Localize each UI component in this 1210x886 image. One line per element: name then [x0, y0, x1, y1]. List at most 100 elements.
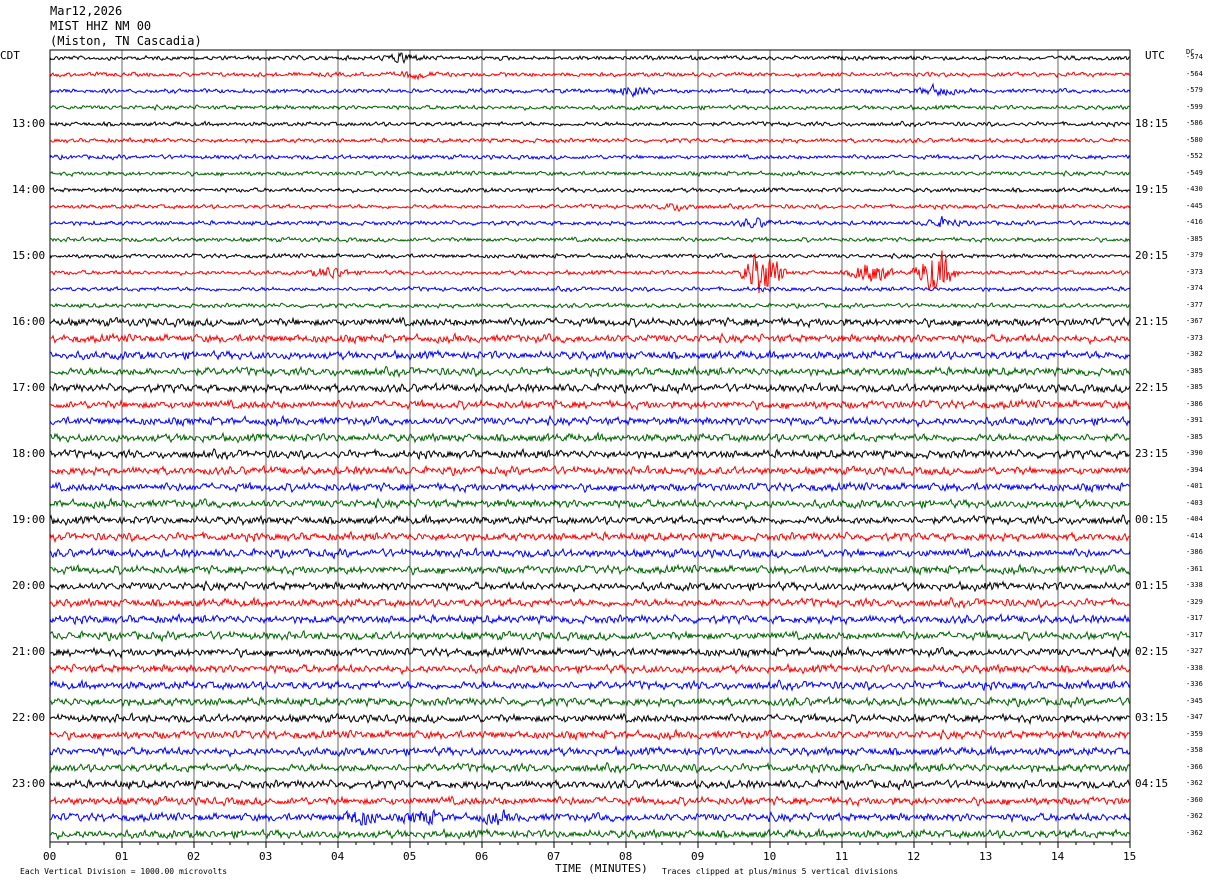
left-time-label: 17:00	[12, 381, 46, 395]
x-tick-label: 08	[619, 850, 633, 863]
trace-line	[49, 236, 1131, 244]
trace-line	[49, 662, 1131, 676]
x-tick-label: 06	[475, 850, 489, 863]
dc-offset-label: -358	[1186, 746, 1203, 755]
left-time-label: 21:00	[12, 645, 46, 659]
left-time-label: 18:00	[12, 447, 46, 461]
left-time-label: 16:00	[12, 315, 46, 329]
date-label: Mar12,2026	[50, 4, 123, 18]
trace-line	[49, 398, 1131, 412]
trace-line	[49, 808, 1131, 827]
trace-line	[49, 795, 1131, 808]
trace-line	[49, 103, 1130, 112]
trace-line	[49, 82, 1131, 98]
trace-line	[49, 497, 1131, 511]
x-tick-label: 11	[835, 850, 849, 863]
dc-offset-label: -403	[1186, 498, 1203, 507]
right-time-label: 01:15	[1135, 579, 1169, 593]
dc-offset-label: -345	[1186, 696, 1203, 705]
location-label: (Miston, TN Cascadia)	[50, 34, 202, 48]
dc-offset-label: -385	[1186, 366, 1203, 375]
trace-line	[49, 51, 1131, 65]
right-time-label: 20:15	[1135, 249, 1169, 263]
trace-line	[49, 120, 1131, 128]
right-time-label: 19:15	[1135, 183, 1169, 197]
station-label: MIST HHZ NM 00	[50, 19, 152, 33]
trace-line	[50, 332, 1131, 346]
dc-offset-label: -401	[1186, 482, 1203, 491]
dc-offset-label: -385	[1186, 383, 1203, 392]
trace-line	[49, 761, 1131, 775]
dc-offset-label: -445	[1186, 201, 1203, 210]
trace-line	[49, 695, 1131, 709]
right-time-label: 22:15	[1135, 381, 1169, 395]
trace-line	[49, 547, 1131, 560]
trace-line	[49, 712, 1131, 726]
x-tick-label: 03	[259, 850, 273, 863]
trace-line	[49, 563, 1131, 577]
x-tick-label: 14	[1051, 850, 1065, 863]
x-tick-label: 00	[43, 850, 57, 863]
right-time-label: 23:15	[1135, 447, 1169, 461]
dc-offset-label: -549	[1186, 168, 1203, 177]
trace-line	[49, 382, 1131, 395]
trace-line	[49, 678, 1131, 692]
dc-offset-label: -404	[1186, 515, 1203, 524]
left-time-label: 23:00	[12, 777, 46, 791]
trace-line	[49, 70, 1131, 81]
trace-line	[49, 645, 1131, 659]
right-time-label: 00:15	[1135, 513, 1169, 527]
left-time-label: 22:00	[12, 711, 46, 725]
x-tick-label: 12	[907, 850, 921, 863]
trace-line	[49, 202, 1131, 213]
dc-offset-label: -327	[1186, 647, 1203, 656]
dc-offset-label: -379	[1186, 251, 1203, 260]
right-time-label: 03:15	[1135, 711, 1169, 725]
trace-line	[49, 596, 1131, 610]
dc-offset-label: -385	[1186, 432, 1203, 441]
dc-offset-label: -373	[1186, 333, 1203, 342]
dc-offset-label: -416	[1186, 218, 1203, 227]
trace-line	[49, 431, 1131, 444]
dc-offset-label: -579	[1186, 86, 1203, 95]
trace-line	[49, 464, 1131, 478]
x-tick-label: 07	[547, 850, 561, 863]
dc-label: DC	[1186, 48, 1195, 56]
dc-offset-label: -359	[1186, 729, 1203, 738]
dc-offset-label: -574	[1186, 53, 1203, 61]
dc-offset-label: -552	[1186, 152, 1203, 161]
dc-offset-label: -338	[1186, 581, 1203, 590]
x-tick-label: 10	[763, 850, 777, 863]
plot-frame	[49, 49, 1131, 843]
right-time-label: 04:15	[1135, 777, 1169, 791]
x-tick-label: 01	[115, 850, 129, 863]
trace-line	[49, 250, 1131, 294]
dc-offset-label: -362	[1186, 779, 1203, 788]
dc-offset-label: -317	[1186, 630, 1203, 639]
left-time-label: 13:00	[12, 117, 46, 131]
right-time-label: 02:15	[1135, 645, 1169, 659]
trace-line	[49, 612, 1131, 626]
x-tick-label: 13	[979, 850, 993, 863]
trace-line	[49, 186, 1131, 194]
dc-offset-label: -386	[1186, 548, 1203, 557]
dc-offset-label: -564	[1186, 69, 1203, 78]
dc-offset-label: -366	[1186, 762, 1203, 771]
dc-offset-label: -599	[1186, 102, 1203, 111]
right-time-label: 18:15	[1135, 117, 1169, 131]
x-tick-label: 05	[403, 850, 417, 863]
dc-offset-label: -586	[1186, 119, 1203, 128]
left-time-label: 19:00	[12, 513, 46, 527]
trace-line	[49, 316, 1131, 329]
left-time-label: 15:00	[12, 249, 46, 263]
dc-offset-label: -377	[1186, 300, 1203, 309]
trace-line	[49, 513, 1131, 527]
dc-offset-label: -414	[1186, 531, 1203, 540]
dc-offset-label: -336	[1186, 680, 1203, 689]
x-tick-label: 02	[187, 850, 201, 863]
trace-line	[49, 447, 1131, 461]
dc-offset-label: -386	[1186, 399, 1203, 408]
dc-offset-label: -360	[1186, 795, 1203, 804]
trace-line	[49, 348, 1131, 361]
